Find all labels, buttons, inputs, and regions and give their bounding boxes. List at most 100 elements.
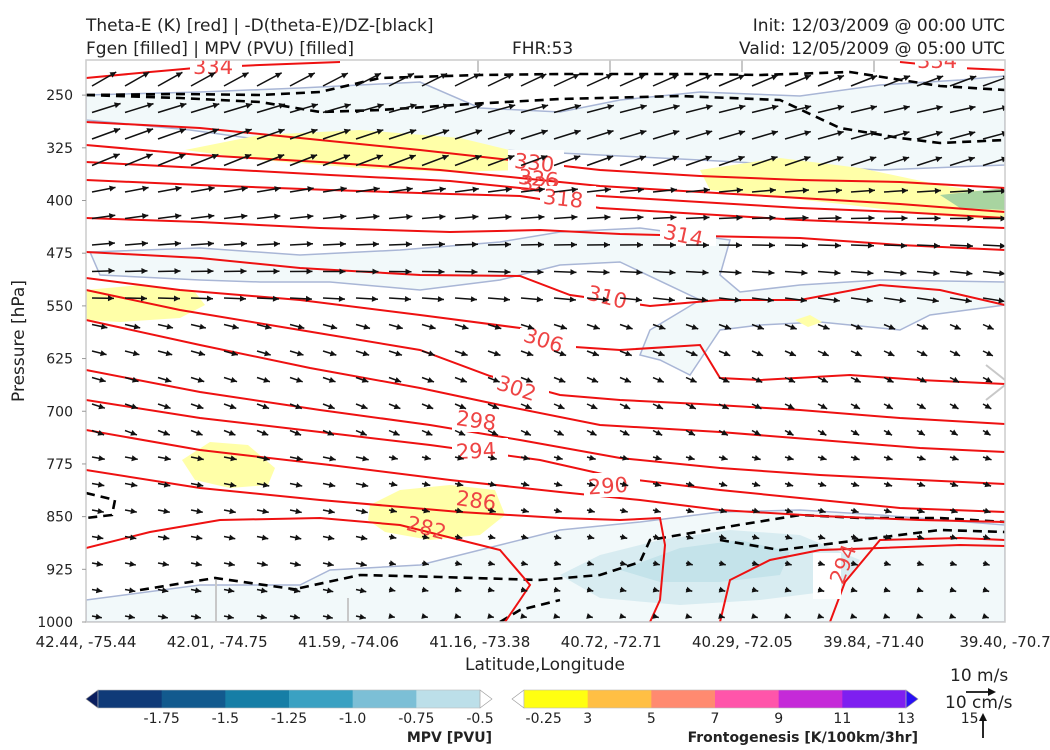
wind-vector — [850, 242, 875, 249]
wind-vector — [322, 128, 351, 140]
wind-vector — [91, 560, 103, 567]
wind-vector — [124, 323, 141, 330]
wind-vector — [685, 403, 697, 410]
wind-vector — [388, 154, 417, 167]
wind-vector — [322, 186, 347, 193]
wind-vector — [553, 454, 563, 461]
wind-vector — [388, 186, 413, 193]
wind-vector — [289, 376, 303, 383]
wind-vector — [685, 376, 697, 383]
wind-vector — [883, 613, 890, 619]
wind-vector — [322, 295, 346, 302]
wind-vector — [982, 270, 1005, 277]
wind-vector — [685, 155, 713, 167]
wind-vector — [190, 376, 205, 383]
wind-vector — [883, 75, 911, 87]
wind-vector — [553, 186, 578, 193]
wind-vector — [157, 323, 174, 330]
wind-vector — [685, 104, 713, 114]
wind-vector — [322, 561, 334, 567]
wind-vector — [916, 560, 924, 567]
wind-vector — [454, 103, 483, 114]
wind-vector — [916, 187, 941, 194]
wind-vector — [421, 241, 446, 248]
wind-vector — [190, 295, 214, 302]
wind-vector — [289, 295, 313, 302]
wind-vector — [553, 296, 576, 303]
colorbar-tick-label: -1.0 — [339, 711, 366, 727]
wind-vector — [652, 155, 680, 167]
wind-vector — [883, 104, 910, 114]
wind-vector — [487, 214, 512, 221]
wind-vector — [652, 507, 661, 514]
wind-vector — [91, 613, 102, 620]
wind-vector — [784, 507, 793, 514]
wind-vector — [454, 268, 478, 275]
wind-vector — [454, 560, 462, 567]
wind-vector — [190, 185, 215, 193]
wind-vector — [91, 429, 105, 436]
colorbar-segment — [289, 690, 354, 708]
wind-vector — [487, 507, 496, 514]
y-tick-label: 925 — [46, 562, 73, 578]
wind-vector — [586, 429, 597, 436]
wind-vector — [190, 350, 206, 357]
wind-vector — [586, 241, 611, 248]
wind-vector — [190, 560, 202, 567]
wind-vector — [817, 454, 827, 461]
wind-vector — [817, 156, 844, 167]
colorbar-tick-label: -1.75 — [144, 711, 180, 727]
wind-vector — [190, 613, 201, 620]
wind-vector — [652, 187, 677, 194]
wind-vector — [916, 75, 944, 87]
wind-vector — [784, 74, 812, 87]
wind-vector — [124, 587, 136, 594]
wind-vector — [784, 586, 792, 593]
wind-vector — [553, 214, 578, 221]
colorbar-segment — [524, 690, 589, 708]
wind-vector — [289, 561, 301, 567]
wind-vector — [685, 187, 710, 194]
theta-e-label-290: 290 — [587, 473, 629, 500]
wind-vector — [355, 186, 380, 193]
wind-vector — [91, 508, 104, 514]
y-tick-label: 1000 — [37, 615, 73, 631]
wind-vector — [586, 269, 610, 276]
wind-vector — [652, 429, 663, 436]
wind-vector — [421, 533, 430, 540]
x-tick-label: 40.72, -72.71 — [561, 633, 662, 651]
wind-vector — [916, 481, 926, 488]
wind-vector — [916, 297, 939, 304]
wind-vector — [949, 350, 961, 357]
wind-vector — [718, 403, 729, 410]
wind-vector — [454, 586, 462, 593]
wind-vector — [256, 268, 280, 275]
wind-vector — [652, 376, 665, 383]
wind-vector — [388, 268, 412, 275]
wind-vector — [256, 587, 268, 594]
wind-vector — [289, 103, 319, 114]
wind-vector — [223, 213, 248, 220]
wind-vector — [883, 507, 892, 514]
wind-vector — [982, 323, 994, 330]
wind-vector — [685, 242, 710, 249]
wind-vector — [652, 323, 666, 330]
wind-vector — [718, 481, 728, 488]
wind-vector — [718, 507, 727, 514]
wind-vector — [982, 130, 1005, 140]
wind-vector — [454, 296, 477, 303]
wind-vector — [256, 295, 280, 302]
wind-vector — [388, 213, 413, 220]
wind-vector — [487, 586, 495, 593]
wind-vector — [652, 560, 660, 567]
wind-vector — [487, 560, 495, 567]
wind-vector — [586, 323, 601, 330]
wind-vector — [685, 586, 693, 593]
wind-vector — [388, 350, 403, 357]
wind-vector — [883, 403, 894, 410]
wind-vector — [751, 507, 760, 514]
wind-vector — [586, 73, 613, 87]
wind-vector — [289, 154, 318, 167]
wind-vector — [883, 455, 893, 461]
wind-vector — [124, 185, 149, 193]
